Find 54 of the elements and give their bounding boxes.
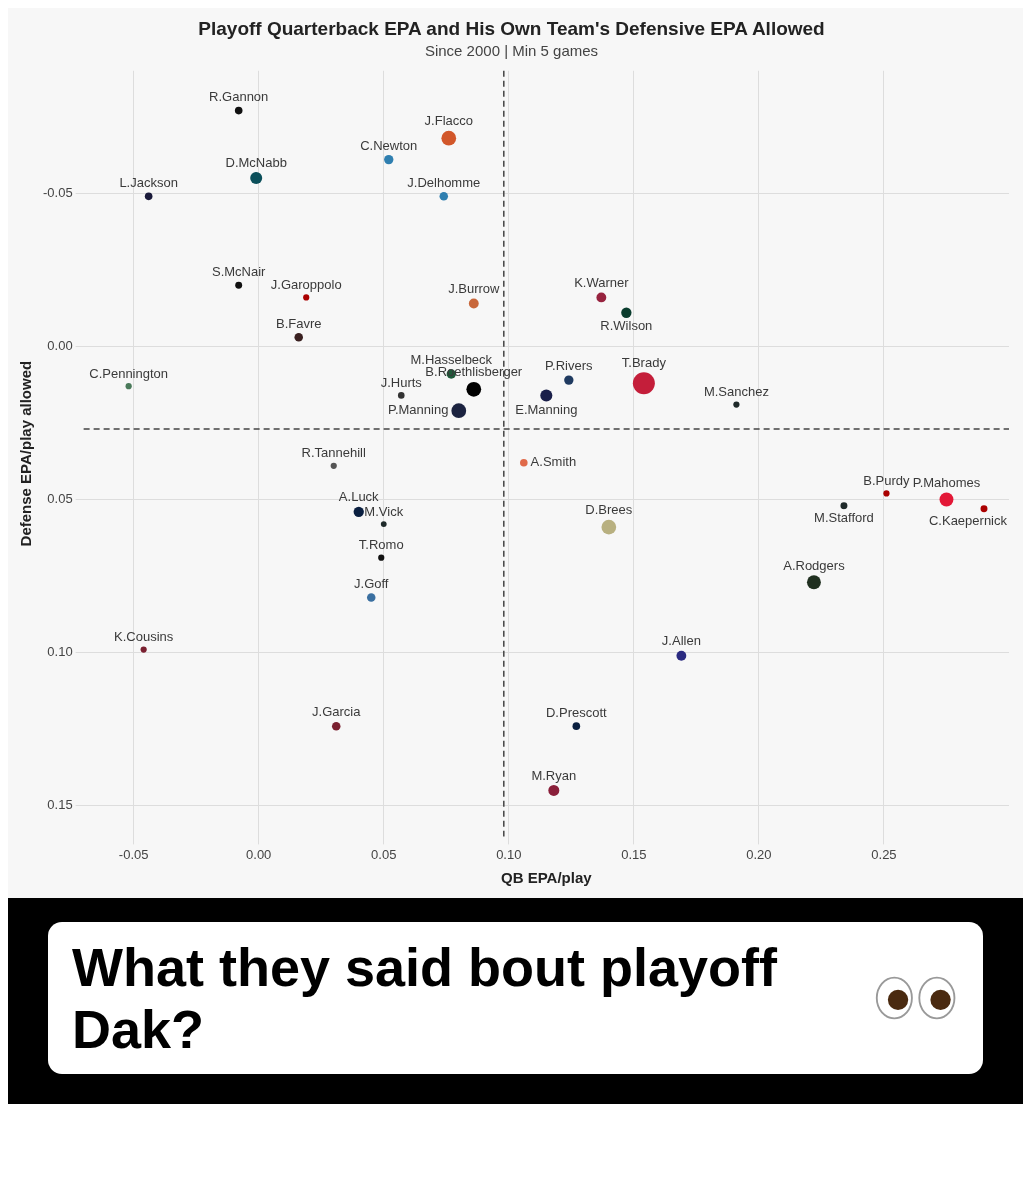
series-label: D.Brees <box>585 502 633 518</box>
series-label: B.Purdy <box>863 472 911 488</box>
series-label: P.Mahomes <box>912 475 981 491</box>
x-tick-label: 0.00 <box>246 846 272 862</box>
series-label: S.McNair <box>211 264 267 280</box>
series-label: C.Newton <box>360 137 418 153</box>
series-label: T.Romo <box>358 537 404 553</box>
y-tick-label: 0.10 <box>47 644 73 660</box>
series-label: M.Ryan <box>531 767 577 783</box>
series-label: M.Hasselbeck <box>410 351 493 367</box>
text: What they said bout playoff Dak? <box>72 936 778 1061</box>
series-label: P.Manning <box>387 402 449 418</box>
series-label: J.Allen <box>661 633 701 649</box>
series-label: C.Kaepernick <box>928 512 1008 528</box>
y-tick-label: 0.05 <box>47 491 73 507</box>
series-label: M.Sanchez <box>703 384 769 400</box>
series-label: K.Cousins <box>114 629 174 645</box>
y-tick-label: 0.15 <box>47 797 73 813</box>
x-axis-title: QB EPA/play <box>501 869 593 887</box>
series-label: R.Gannon <box>209 89 269 105</box>
series-label: E.Manning <box>515 402 578 418</box>
x-tick-label: 0.05 <box>371 846 397 862</box>
series-label: T.Brady <box>621 354 667 370</box>
series-label: R.Tannehill <box>301 445 366 461</box>
series-label: J.Delhomme <box>407 174 481 190</box>
series-label: C.Pennington <box>89 365 169 381</box>
series-label: D.Prescott <box>545 704 608 720</box>
x-tick-label: 0.25 <box>871 846 897 862</box>
series-label: A.Smith <box>530 454 577 470</box>
series-label: J.Hurts <box>380 374 423 390</box>
series-label: J.Garoppolo <box>270 276 342 292</box>
x-tick-label: -0.05 <box>118 846 149 862</box>
series-label: A.Rodgers <box>783 557 846 573</box>
x-tick-label: 0.10 <box>496 846 522 862</box>
series-label: M.Stafford <box>814 509 874 525</box>
y-axis-title: Defense EPA/play allowed <box>17 360 35 547</box>
series-label: L.Jackson <box>119 175 178 191</box>
chart-subtitle: Since 2000 | Min 5 games <box>424 41 599 59</box>
series-label: J.Garcia <box>312 704 362 720</box>
series-label: R.Wilson <box>600 318 653 334</box>
y-tick-label: 0.00 <box>47 337 73 353</box>
series-label: D.McNabb <box>225 154 287 170</box>
chart-title: Playoff Quarterback EPA and His Own Team's Defensive EPA Allowed <box>198 17 825 39</box>
series-label: J.Goff <box>354 575 389 591</box>
x-tick-label: 0.20 <box>746 846 772 862</box>
series-label: M.Vick <box>364 503 404 519</box>
y-tick-label: -0.05 <box>42 184 73 200</box>
series-label: J.Flacco <box>424 113 473 129</box>
series-label: P.Rivers <box>545 358 594 374</box>
series-label: A.Luck <box>338 489 380 505</box>
x-tick-label: 0.15 <box>621 846 647 862</box>
series-label: K.Warner <box>574 275 630 291</box>
series-label: J.Burrow <box>448 281 501 297</box>
series-label: B.Favre <box>275 315 322 331</box>
